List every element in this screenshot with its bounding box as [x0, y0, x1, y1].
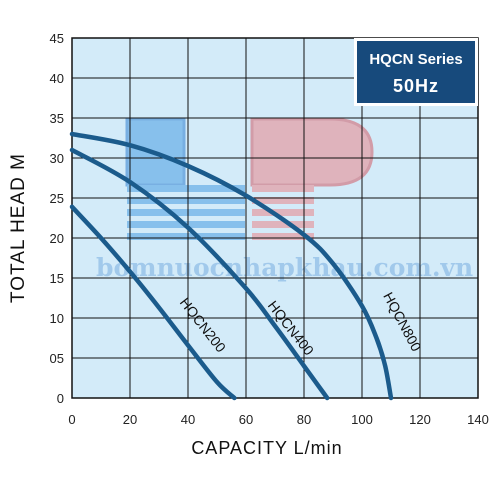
y-axis-title: TOTAL HEAD M: [8, 153, 29, 303]
x-tick-label: 40: [181, 412, 195, 427]
y-tick-label: 25: [50, 191, 64, 206]
y-tick-label: 0: [57, 391, 64, 406]
x-tick-label: 60: [239, 412, 253, 427]
legend-title: HQCN Series: [369, 51, 462, 68]
x-tick-labels: 0 20 40 60 80 100 120 140: [68, 412, 488, 427]
y-tick-label: 35: [50, 111, 64, 126]
y-tick-label: 15: [50, 271, 64, 286]
x-tick-label: 0: [68, 412, 75, 427]
y-tick-label: 45: [50, 31, 64, 46]
y-tick-labels: 0 05 10 15 20 25 30 35 40 45: [50, 31, 64, 406]
legend-box: HQCN Series 50Hz: [354, 38, 478, 106]
curves: [69, 131, 394, 401]
x-tick-label: 140: [467, 412, 489, 427]
y-tick-label: 10: [50, 311, 64, 326]
y-tick-label: 30: [50, 151, 64, 166]
y-tick-label: 05: [50, 351, 64, 366]
x-axis-title: CAPACITY L/min: [191, 438, 342, 458]
x-tick-label: 80: [297, 412, 311, 427]
y-tick-label: 20: [50, 231, 64, 246]
x-tick-label: 120: [409, 412, 431, 427]
curve-hqcn800: [69, 131, 394, 401]
x-tick-label: 20: [123, 412, 137, 427]
curve-hqcn400: [69, 147, 330, 401]
legend-frequency: 50Hz: [393, 76, 439, 96]
plot-border: [71, 37, 479, 399]
x-tick-label: 100: [351, 412, 373, 427]
y-tick-label: 40: [50, 71, 64, 86]
curve-hqcn200: [69, 204, 237, 401]
watermark-text: bomnuocnhapkhau.com.vn: [96, 253, 473, 282]
grid: [71, 37, 479, 399]
